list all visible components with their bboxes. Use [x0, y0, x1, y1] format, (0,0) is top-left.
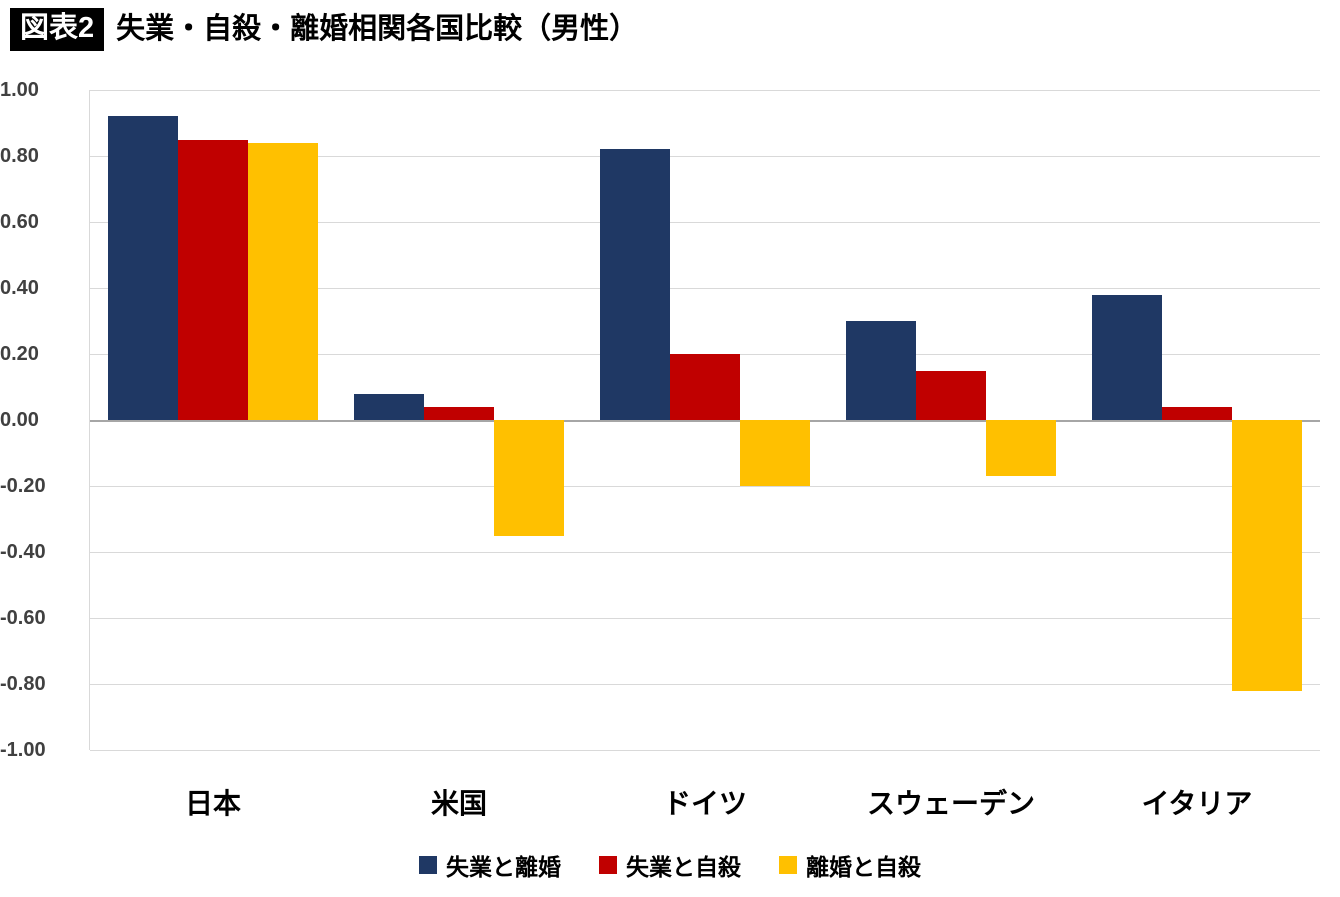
legend-item: 離婚と自殺	[779, 848, 921, 882]
gridline	[90, 750, 1320, 751]
y-tick-label: -0.80	[0, 673, 46, 695]
y-axis-line	[89, 90, 90, 750]
bar-失業と離婚-スウェーデン	[846, 321, 916, 420]
legend-label: 失業と離婚	[446, 854, 561, 880]
gridline	[90, 486, 1320, 487]
gridline	[90, 288, 1320, 289]
y-tick-label: -0.20	[0, 475, 46, 497]
figure-badge: 図表2	[10, 8, 105, 51]
x-axis-label: イタリア	[1141, 788, 1253, 819]
legend-swatch-icon	[779, 856, 797, 874]
legend-label: 失業と自殺	[626, 854, 741, 880]
y-tick-label: -1.00	[0, 739, 46, 761]
legend-item: 失業と自殺	[599, 848, 741, 882]
x-axis-label: 日本	[184, 788, 241, 819]
gridline	[90, 684, 1320, 685]
gridline	[90, 90, 1320, 91]
legend-label: 離婚と自殺	[806, 854, 921, 880]
bar-離婚と自殺-米国	[494, 420, 564, 536]
bar-失業と自殺-米国	[424, 406, 494, 420]
bar-失業と自殺-イタリア	[1162, 406, 1232, 420]
y-tick-label: 0.00	[0, 409, 39, 431]
y-tick-label: 0.60	[0, 211, 39, 233]
legend-swatch-icon	[599, 856, 617, 874]
legend-swatch-icon	[419, 856, 437, 874]
bar-離婚と自殺-日本	[248, 142, 318, 420]
chart-title-row: 図表2 失業・自殺・離婚相関各国比較（男性）	[10, 8, 638, 51]
y-tick-label: -0.60	[0, 607, 46, 629]
gridline	[90, 618, 1320, 619]
bar-失業と離婚-イタリア	[1092, 294, 1162, 420]
x-axis-label: 米国	[430, 788, 487, 819]
bar-失業と自殺-ドイツ	[670, 354, 740, 420]
x-axis-labels: 日本 米国 ドイツ スウェーデン イタリア	[90, 782, 1320, 822]
bar-失業と自殺-スウェーデン	[916, 370, 986, 420]
bar-離婚と自殺-スウェーデン	[986, 420, 1056, 477]
y-tick-label: 0.40	[0, 277, 39, 299]
y-tick-label: 0.20	[0, 343, 39, 365]
zero-gridline	[90, 420, 1320, 422]
y-tick-label: -0.40	[0, 541, 46, 563]
x-axis-label: スウェーデン	[866, 788, 1035, 819]
chart-title: 失業・自殺・離婚相関各国比較（男性）	[116, 13, 639, 45]
gridline	[90, 222, 1320, 223]
bar-失業と離婚-米国	[354, 393, 424, 420]
legend-item: 失業と離婚	[419, 848, 561, 882]
chart-legend: 失業と離婚 失業と自殺 離婚と自殺	[0, 848, 1340, 882]
y-tick-label: 0.80	[0, 145, 39, 167]
bar-失業と自殺-日本	[178, 139, 248, 420]
bar-離婚と自殺-ドイツ	[740, 420, 810, 486]
bar-失業と離婚-日本	[108, 116, 178, 420]
bar-離婚と自殺-イタリア	[1232, 420, 1302, 691]
x-axis-label: ドイツ	[662, 788, 747, 819]
bar-失業と離婚-ドイツ	[600, 149, 670, 420]
y-tick-label: 1.00	[0, 79, 39, 101]
gridline	[90, 156, 1320, 157]
plot-area	[90, 90, 1320, 751]
gridline	[90, 552, 1320, 553]
